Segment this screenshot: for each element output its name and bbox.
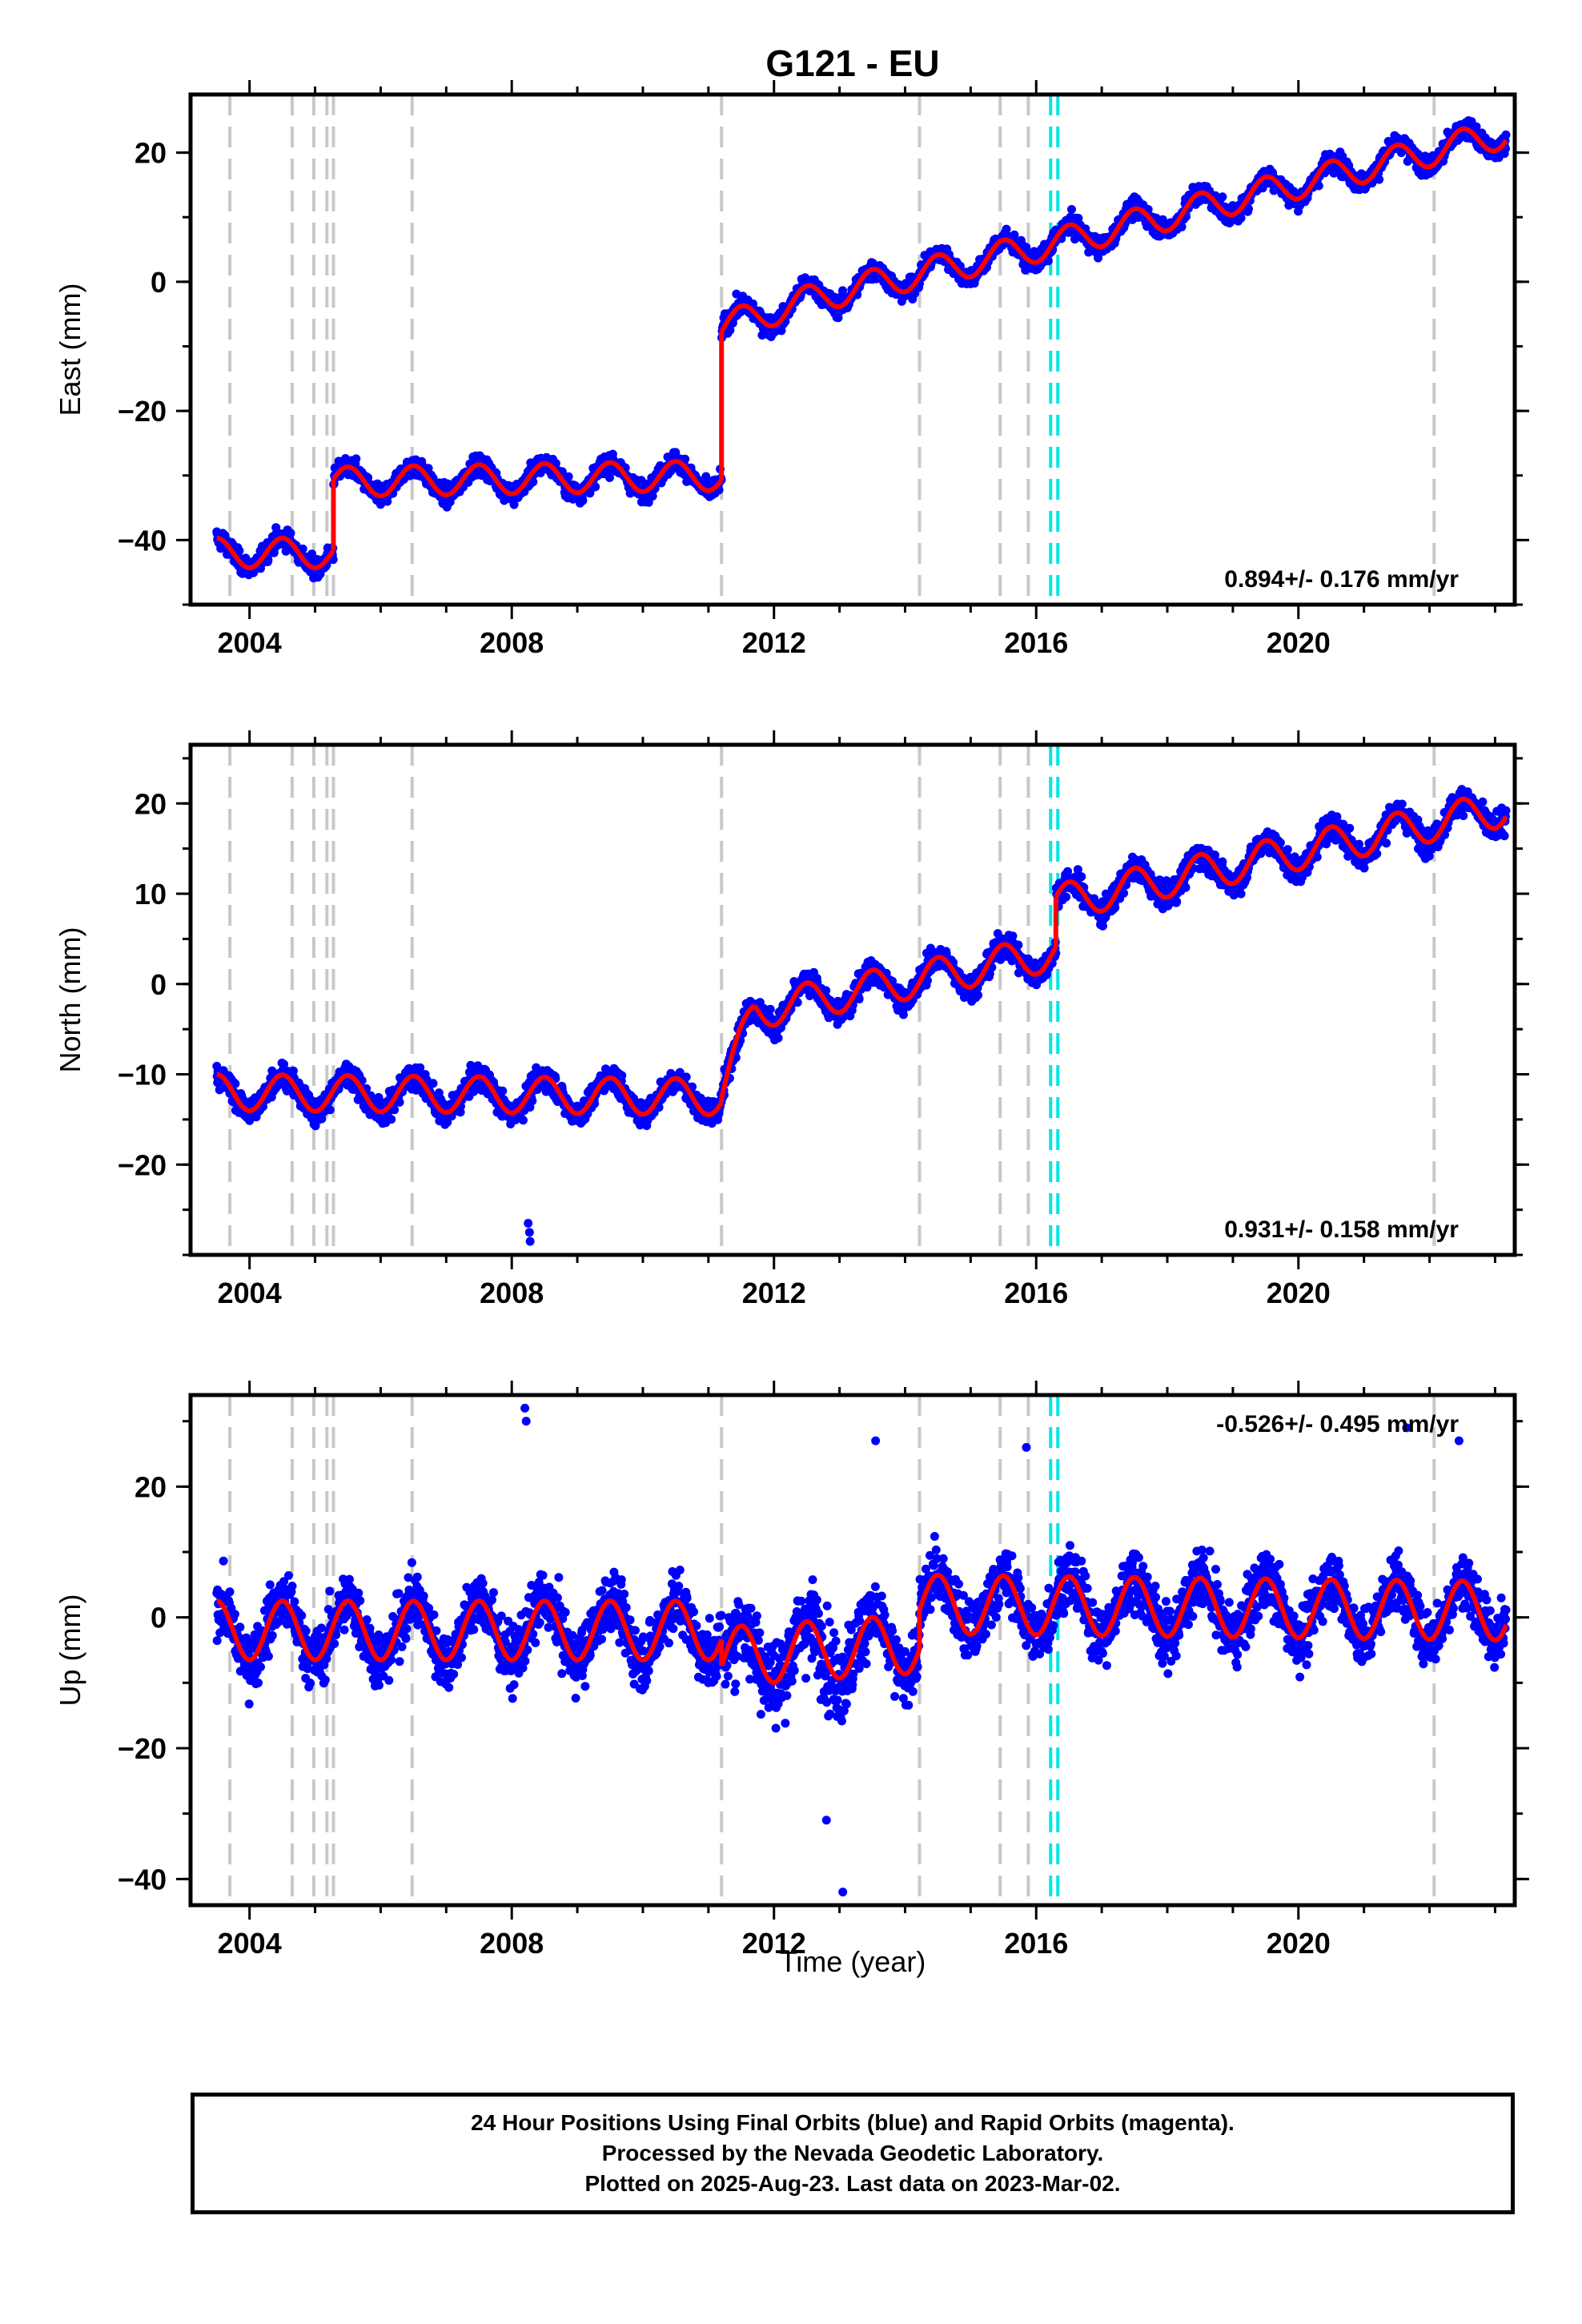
data-point bbox=[1501, 130, 1511, 139]
data-point bbox=[509, 500, 519, 509]
data-point bbox=[288, 1066, 298, 1076]
data-point bbox=[765, 1004, 775, 1014]
y-tick-label: 0 bbox=[151, 266, 167, 299]
data-point bbox=[387, 1115, 396, 1124]
data-point bbox=[1010, 230, 1019, 239]
panel-east: 2004 2008 2012 2016 2020 −40 −20 0 20 East (mm) 0.… bbox=[54, 80, 1529, 659]
data-point bbox=[564, 472, 573, 481]
x-tick-label: 2008 bbox=[480, 626, 544, 659]
data-point bbox=[1094, 253, 1103, 263]
data-point bbox=[1177, 222, 1186, 231]
data-point bbox=[1375, 175, 1384, 184]
y-tick-label: 20 bbox=[135, 137, 167, 170]
data-point bbox=[773, 1033, 783, 1043]
final-orbit-points bbox=[212, 116, 1511, 583]
data-point bbox=[1314, 181, 1323, 191]
final-orbit-points bbox=[212, 785, 1511, 1246]
data-point bbox=[271, 523, 281, 533]
x-tick-label: 2016 bbox=[1004, 626, 1068, 659]
data-point bbox=[395, 1097, 404, 1107]
data-point bbox=[235, 546, 244, 556]
data-point bbox=[498, 1086, 508, 1096]
data-point bbox=[286, 529, 295, 538]
x-tick-label: 2012 bbox=[742, 626, 806, 659]
data-point bbox=[351, 454, 361, 464]
data-point bbox=[821, 986, 831, 995]
x-tick-label: 2020 bbox=[1267, 626, 1331, 659]
model-line bbox=[331, 459, 724, 499]
data-point bbox=[759, 1003, 769, 1013]
x-tick-label: 2004 bbox=[218, 626, 282, 659]
model-line bbox=[825, 237, 1058, 309]
data-point bbox=[231, 1079, 240, 1088]
data-point bbox=[648, 492, 657, 501]
data-point bbox=[793, 998, 802, 1007]
model-line bbox=[719, 283, 829, 333]
x-axis-label: Time (year) bbox=[780, 1945, 926, 1978]
y-tick-label: −20 bbox=[118, 395, 167, 428]
data-point bbox=[1236, 213, 1246, 223]
data-point bbox=[681, 1072, 691, 1082]
chart-title: G121 - EU bbox=[765, 42, 939, 84]
data-point bbox=[617, 1071, 627, 1080]
data-point bbox=[1067, 205, 1076, 214]
panels: 2004 2008 2012 2016 2020 −40 −20 0 20 East (mm) 0.… bbox=[54, 80, 1529, 1960]
data-point bbox=[1043, 256, 1053, 266]
data-point bbox=[528, 1096, 537, 1106]
data-point bbox=[1002, 224, 1011, 234]
data-point bbox=[578, 496, 588, 505]
data-point bbox=[1244, 204, 1253, 214]
data-point bbox=[777, 326, 786, 336]
data-point bbox=[605, 473, 614, 482]
data-point bbox=[1074, 214, 1083, 223]
data-point bbox=[591, 482, 600, 492]
data-point bbox=[428, 1079, 438, 1088]
data-point bbox=[838, 286, 847, 296]
model-line bbox=[216, 535, 335, 570]
data-point bbox=[1472, 122, 1481, 131]
data-point bbox=[528, 477, 538, 487]
plot-frame bbox=[188, 92, 1517, 607]
data-point bbox=[325, 1105, 335, 1115]
model-line bbox=[1054, 126, 1508, 250]
y-tick-label: −40 bbox=[118, 524, 167, 557]
data-point bbox=[245, 1116, 255, 1125]
data-point bbox=[519, 1116, 528, 1125]
y-axis-label: East (mm) bbox=[54, 283, 86, 416]
data-point bbox=[424, 464, 433, 473]
data-point bbox=[1218, 192, 1227, 202]
data-point bbox=[681, 454, 690, 464]
rate-annotation: 0.894+/- 0.176 mm/yr bbox=[1224, 566, 1459, 593]
data-point bbox=[390, 1105, 400, 1115]
data-point bbox=[298, 544, 307, 553]
data-point bbox=[725, 325, 735, 335]
